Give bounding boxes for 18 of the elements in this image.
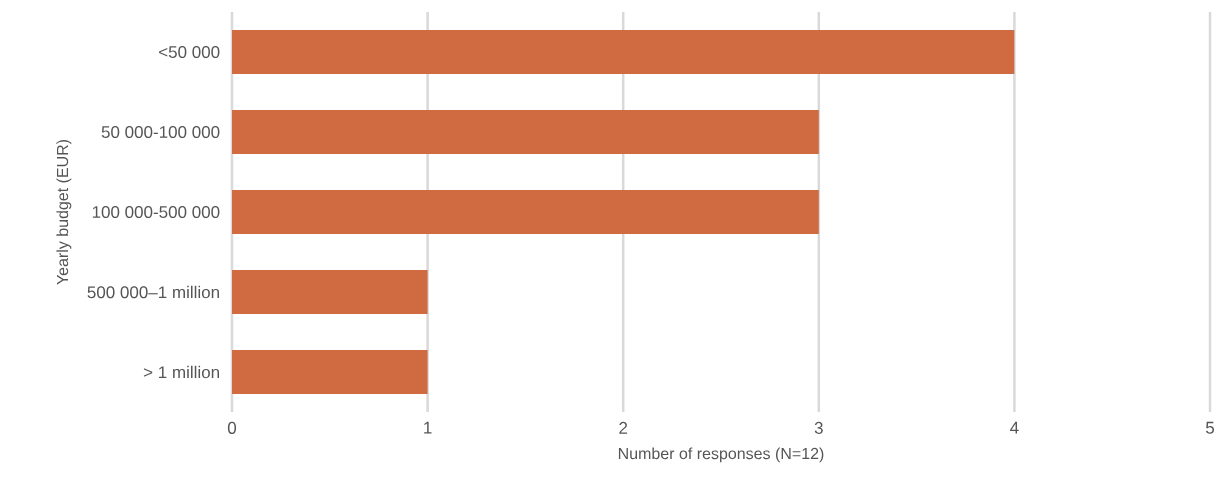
y-tick-label: > 1 million — [143, 365, 219, 379]
x-tick-label: 2 — [619, 421, 628, 434]
y-tick-label: 500 000–1 million — [87, 285, 219, 299]
y-tick-label: 50 000-100 000 — [101, 125, 220, 139]
x-tick-label: 0 — [227, 421, 237, 434]
bar — [232, 190, 819, 235]
bar — [232, 350, 428, 395]
x-axis-title: Number of responses (N=12) — [618, 447, 824, 463]
y-axis-title: Yearly budget (EUR) — [56, 139, 72, 285]
bar — [232, 270, 428, 315]
x-tick-label: 1 — [424, 421, 432, 434]
bar — [232, 30, 1015, 75]
x-tick-label: 5 — [1205, 421, 1215, 434]
bar — [232, 110, 819, 155]
x-tick-label: 4 — [1010, 421, 1019, 434]
x-tick-label: 3 — [814, 421, 823, 434]
y-tick-label: 100 000-500 000 — [92, 205, 220, 219]
y-tick-label: <50 000 — [159, 45, 220, 59]
